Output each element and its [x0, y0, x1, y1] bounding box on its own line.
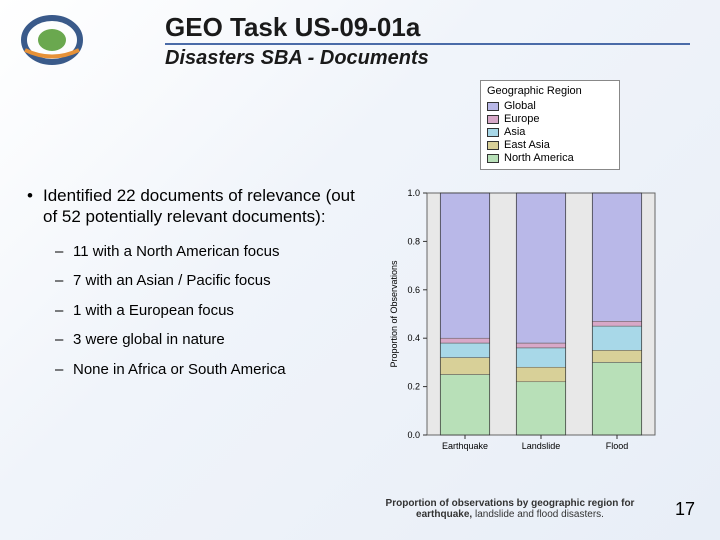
legend-label: East Asia: [504, 139, 550, 151]
legend-swatch: [487, 154, 499, 163]
svg-text:Earthquake: Earthquake: [442, 441, 488, 451]
sub-bullet: 3 were global in nature: [25, 330, 370, 350]
legend-swatch: [487, 102, 499, 111]
sub-bullet: 11 with a North American focus: [25, 242, 370, 262]
legend-item: Europe: [487, 113, 613, 125]
legend-label: Europe: [504, 113, 539, 125]
stacked-bar-chart: 0.0 0.2 0.4 0.6 0.8 1.0 Proportion of Observat…: [385, 185, 665, 465]
svg-text:Landslide: Landslide: [522, 441, 561, 451]
sub-bullet: None in Africa or South America: [25, 360, 370, 380]
svg-text:0.8: 0.8: [407, 236, 420, 246]
sub-bullet: 7 with an Asian / Pacific focus: [25, 271, 370, 291]
legend-swatch: [487, 141, 499, 150]
legend-item: North America: [487, 152, 613, 164]
legend-item: East Asia: [487, 139, 613, 151]
legend-swatch: [487, 115, 499, 124]
geo-logo: [15, 15, 90, 65]
svg-text:0.6: 0.6: [407, 285, 420, 295]
svg-text:1.0: 1.0: [407, 188, 420, 198]
page-number: 17: [675, 499, 695, 520]
slide: GEO Task US-09-01a Disasters SBA - Docum…: [0, 0, 720, 540]
caption-rest: landslide and flood disasters.: [475, 509, 604, 520]
content-bullets: Identified 22 documents of relevance (ou…: [25, 185, 370, 389]
main-bullet: Identified 22 documents of relevance (ou…: [25, 185, 370, 228]
chart-caption: Proportion of observations by geographic…: [360, 498, 660, 520]
svg-text:Flood: Flood: [606, 441, 629, 451]
legend-item: Asia: [487, 126, 613, 138]
svg-text:Proportion of Observations: Proportion of Observations: [389, 260, 399, 368]
chart-legend: Geographic Region GlobalEuropeAsiaEast A…: [480, 80, 620, 170]
legend-swatch: [487, 128, 499, 137]
svg-text:0.0: 0.0: [407, 430, 420, 440]
title-block: GEO Task US-09-01a Disasters SBA - Docum…: [165, 12, 690, 70]
legend-title: Geographic Region: [487, 85, 613, 97]
legend-label: Global: [504, 100, 536, 112]
slide-title: GEO Task US-09-01a: [165, 12, 690, 45]
sub-bullet: 1 with a European focus: [25, 301, 370, 321]
legend-label: North America: [504, 152, 574, 164]
svg-text:0.4: 0.4: [407, 333, 420, 343]
slide-subtitle: Disasters SBA - Documents: [165, 47, 690, 70]
svg-text:0.2: 0.2: [407, 382, 420, 392]
legend-label: Asia: [504, 126, 525, 138]
legend-item: Global: [487, 100, 613, 112]
